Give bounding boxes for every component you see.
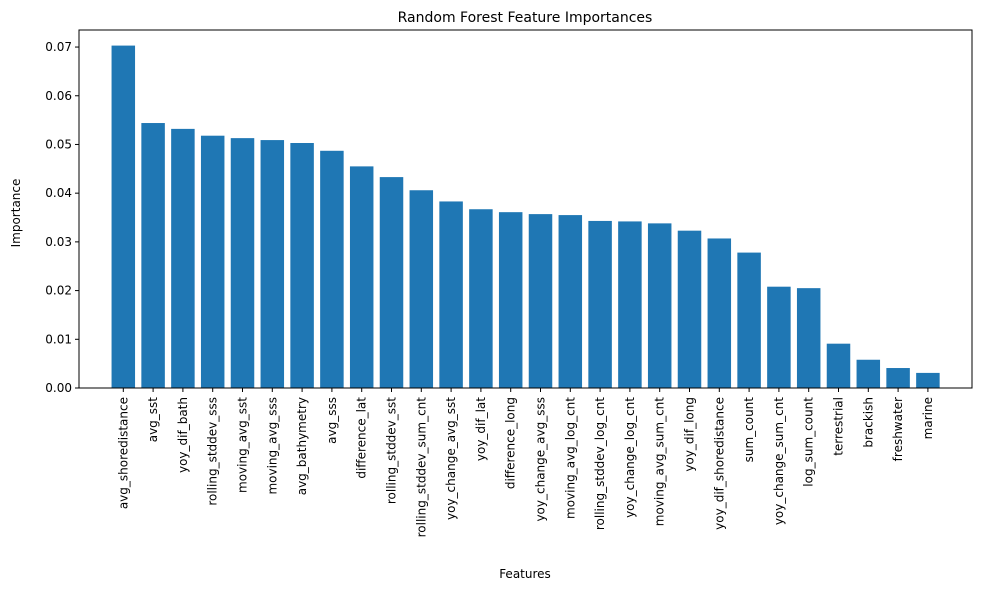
bar-rolling_stddev_sst xyxy=(379,177,404,388)
x-tick-label: moving_avg_sum_cnt xyxy=(653,397,667,527)
x-tick-label: moving_avg_sss xyxy=(265,397,279,495)
bar-yoy_dif_shoredistance xyxy=(707,238,732,388)
x-tick-label: sum_count xyxy=(742,397,756,463)
x-tick-label: rolling_stddev_sst xyxy=(385,397,399,504)
bar-terrestrial xyxy=(826,343,851,388)
x-tick-label: marine xyxy=(921,397,935,439)
y-tick-label: 0.06 xyxy=(45,89,72,103)
bar-rolling_stddev_sum_cnt xyxy=(409,190,434,388)
bar-avg_shoredistance xyxy=(111,45,136,389)
x-tick-label: yoy_dif_bath xyxy=(176,397,190,473)
x-tick-label: avg_shoredistance xyxy=(116,397,130,509)
x-tick-label: yoy_dif_shoredistance xyxy=(712,397,726,530)
bar-yoy_dif_bath xyxy=(171,128,195,388)
bar-yoy_change_log_cnt xyxy=(618,221,642,388)
bar-marine xyxy=(916,372,940,388)
y-tick-label: 0.07 xyxy=(45,40,72,54)
bar-yoy_change_avg_sss xyxy=(528,214,553,388)
bar-sum_count xyxy=(737,252,761,388)
y-tick-label: 0.01 xyxy=(45,332,72,346)
bar-moving_avg_log_cnt xyxy=(558,215,583,388)
y-tick-label: 0.02 xyxy=(45,284,72,298)
x-tick-label: yoy_change_avg_sss xyxy=(534,397,548,522)
x-tick-label: moving_avg_sst xyxy=(236,397,250,493)
x-tick-label: yoy_dif_long xyxy=(683,397,697,472)
bar-brackish xyxy=(856,359,881,388)
bar-moving_avg_sum_cnt xyxy=(647,223,672,388)
x-tick-label: rolling_stddev_sss xyxy=(206,397,220,506)
bar-yoy_dif_long xyxy=(677,230,702,388)
x-tick-label: terrestrial xyxy=(832,397,846,456)
y-tick-label: 0.03 xyxy=(45,235,72,249)
y-axis-ticks: 0.00 0.01 0.02 0.03 0.04 0.05 0.06 0.07 xyxy=(45,40,79,395)
bar-avg_sst xyxy=(141,123,165,388)
x-tick-label: rolling_stddev_log_cnt xyxy=(593,397,607,530)
y-tick-label: 0.00 xyxy=(45,381,72,395)
bar-avg_bathymetry xyxy=(290,143,314,388)
bar-rolling_stddev_sss xyxy=(200,135,225,388)
bar-yoy_dif_lat xyxy=(469,209,493,388)
bar-freshwater xyxy=(886,368,910,388)
bar-yoy_change_sum_cnt xyxy=(767,286,791,388)
x-tick-label: difference_long xyxy=(504,397,518,489)
x-tick-label: yoy_change_avg_sst xyxy=(444,397,458,520)
bar-log_sum_count xyxy=(796,288,821,388)
y-axis-label: Importance xyxy=(9,179,23,248)
x-tick-label: yoy_change_log_cnt xyxy=(623,397,637,518)
bar-moving_avg_sst xyxy=(230,138,255,388)
bar-group xyxy=(111,45,940,389)
x-tick-label: yoy_dif_lat xyxy=(474,397,488,461)
bar-difference_long xyxy=(498,212,523,388)
chart-title: Random Forest Feature Importances xyxy=(398,10,653,26)
x-tick-label: avg_sst xyxy=(146,397,160,443)
x-tick-label: freshwater xyxy=(891,397,905,461)
x-axis-ticks: avg_shoredistance avg_sst yoy_dif_bath roll… xyxy=(116,388,935,537)
bar-difference_lat xyxy=(349,166,374,388)
x-tick-label: rolling_stddev_sum_cnt xyxy=(414,397,428,538)
bar-moving_avg_sss xyxy=(260,140,285,388)
y-tick-label: 0.05 xyxy=(45,137,72,151)
bar-avg_sss xyxy=(320,150,344,388)
x-tick-label: yoy_change_sum_cnt xyxy=(772,397,786,525)
x-axis-label: Features xyxy=(499,567,551,581)
bar-yoy_change_avg_sst xyxy=(439,201,463,388)
x-tick-label: avg_sss xyxy=(325,397,339,444)
x-tick-label: brackish xyxy=(861,397,875,448)
x-tick-label: log_sum_count xyxy=(802,397,816,487)
x-tick-label: avg_bathymetry xyxy=(295,397,309,495)
plot-area-frame xyxy=(78,29,973,389)
y-tick-label: 0.04 xyxy=(45,186,72,200)
x-tick-label: difference_lat xyxy=(355,397,369,479)
x-tick-label: moving_avg_log_cnt xyxy=(563,397,577,519)
bar-rolling_stddev_log_cnt xyxy=(588,220,612,388)
